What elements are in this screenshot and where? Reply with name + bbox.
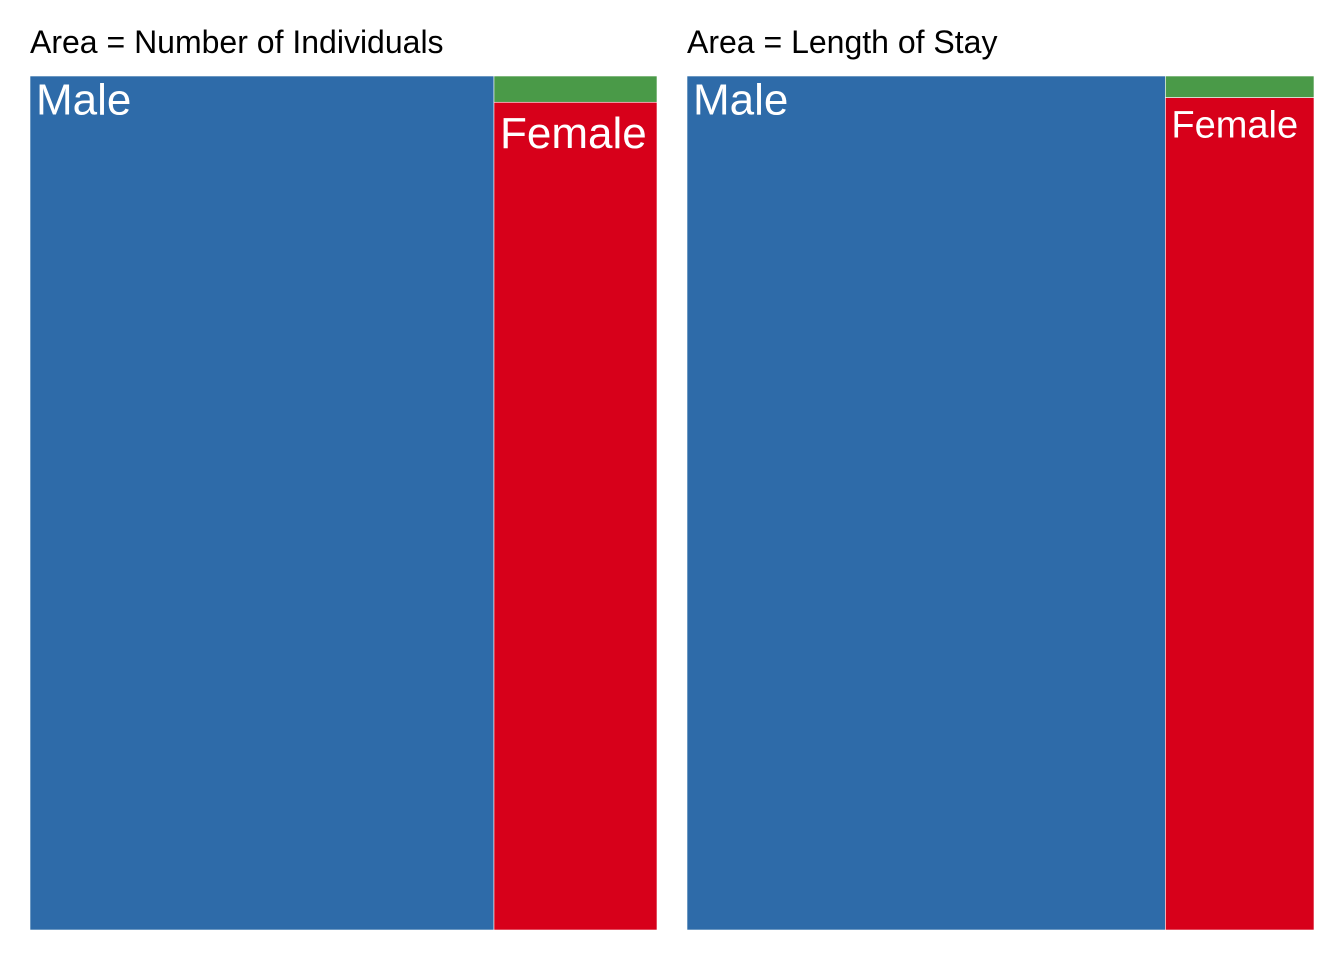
treemap-label-individuals-female: Female [500, 109, 647, 158]
treemap-tile-length-of-stay-female [1165, 97, 1315, 931]
treemap-tile-individuals-female [493, 101, 658, 931]
treemap-tile-length-of-stay-male [686, 75, 1166, 931]
chart-title-individuals: Area = Number of Individuals [30, 24, 444, 60]
treemap-label-length-of-stay-female: Female [1171, 105, 1298, 147]
treemap-tile-length-of-stay-other [1165, 75, 1315, 98]
treemap-label-individuals-male: Male [36, 76, 131, 125]
chart-title-length-of-stay: Area = Length of Stay [687, 24, 998, 60]
treemap-tile-individuals-male [29, 75, 495, 931]
treemap-tile-individuals-other [493, 75, 658, 103]
treemap-label-length-of-stay-male: Male [693, 76, 788, 125]
